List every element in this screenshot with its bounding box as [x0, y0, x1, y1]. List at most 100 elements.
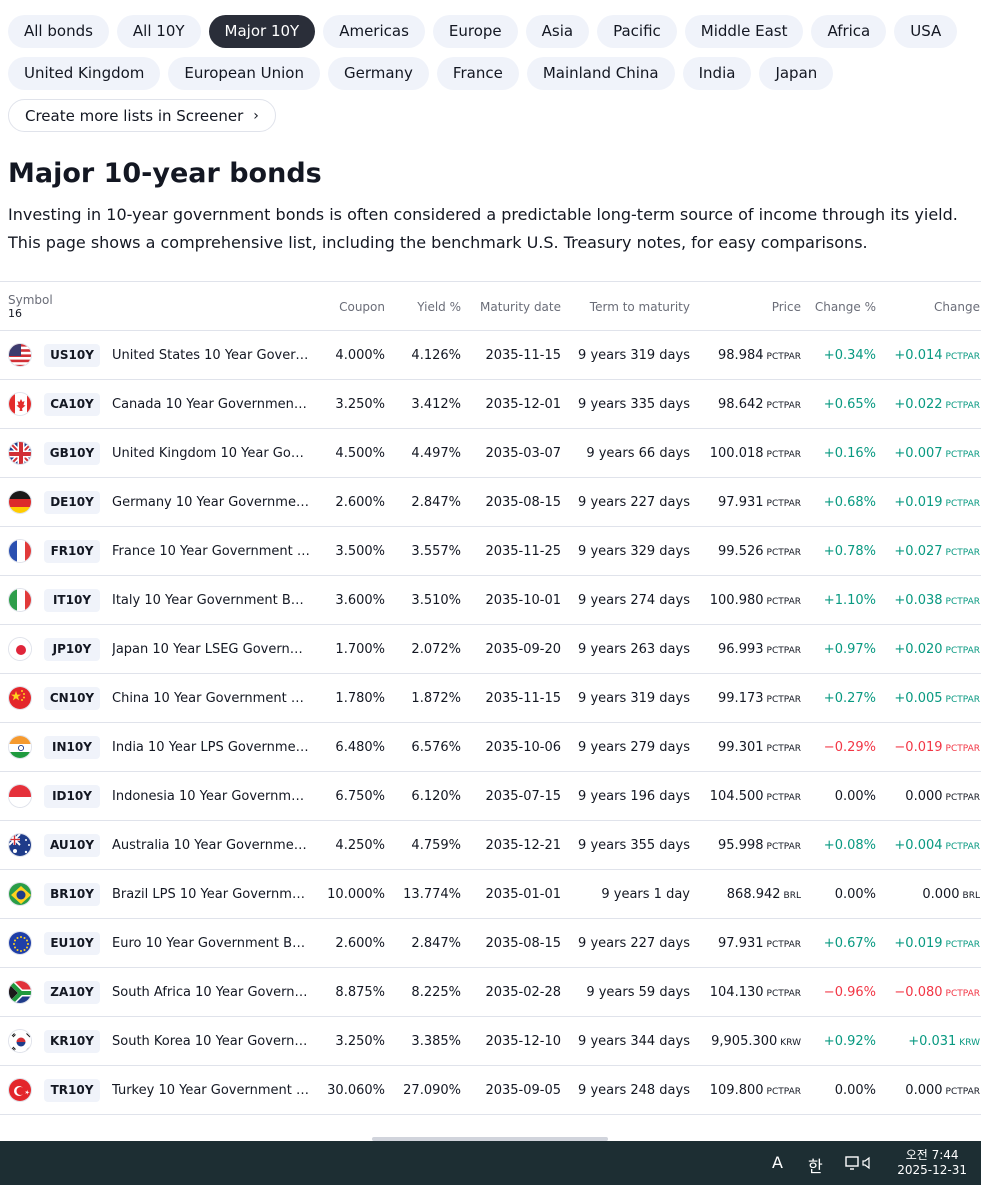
- bond-name[interactable]: Germany 10 Year Government Bonds Yield: [112, 495, 310, 510]
- cn-flag-icon: [8, 686, 32, 710]
- column-header-price[interactable]: Price: [771, 300, 801, 314]
- ticker-badge[interactable]: IT10Y: [44, 589, 100, 612]
- bond-name[interactable]: Australia 10 Year Government Bonds Yield: [112, 838, 310, 853]
- ticker-badge[interactable]: GB10Y: [44, 442, 100, 465]
- table-row[interactable]: ID10Y Indonesia 10 Year Government Bonds …: [0, 772, 981, 821]
- bond-name[interactable]: Brazil LPS 10 Year Government Bonds Yiel…: [112, 887, 310, 902]
- yield-value: 2.847%: [411, 495, 461, 510]
- price-value: 9,905.300: [711, 1034, 778, 1049]
- table-row[interactable]: EU10Y Euro 10 Year Government Bonds Yield…: [0, 919, 981, 968]
- au-flag-icon: [8, 833, 32, 857]
- filter-chip-all-10y[interactable]: All 10Y: [116, 15, 201, 48]
- filter-chip-middle-east[interactable]: Middle East: [684, 15, 804, 48]
- column-header-coupon[interactable]: Coupon: [339, 300, 385, 314]
- change-value: +0.031: [908, 1034, 957, 1049]
- za-flag-icon: [8, 980, 32, 1004]
- change-value: −0.080: [894, 985, 943, 1000]
- table-row[interactable]: IT10Y Italy 10 Year Government Bonds Yiel…: [0, 576, 981, 625]
- filter-chip-europe[interactable]: Europe: [432, 15, 518, 48]
- filter-chip-india[interactable]: India: [682, 57, 752, 90]
- ime-latin-indicator[interactable]: A: [772, 1153, 783, 1172]
- column-header-change-pct[interactable]: Change %: [814, 300, 876, 314]
- ticker-badge[interactable]: CN10Y: [44, 687, 100, 710]
- column-header-term[interactable]: Term to maturity: [589, 300, 690, 314]
- ticker-badge[interactable]: EU10Y: [44, 932, 100, 955]
- change-cell: 0.000 BRL: [922, 870, 980, 919]
- bond-name[interactable]: France 10 Year Government Bonds Yield: [112, 544, 310, 559]
- table-row[interactable]: DE10Y Germany 10 Year Government Bonds Yi…: [0, 478, 981, 527]
- price-cell: 99.173 PCTPAR: [718, 674, 801, 723]
- ticker-badge[interactable]: FR10Y: [44, 540, 100, 563]
- filter-chip-major-10y[interactable]: Major 10Y: [208, 15, 316, 48]
- price-unit: BRL: [783, 891, 801, 901]
- ticker-badge[interactable]: BR10Y: [44, 883, 100, 906]
- filter-chip-germany[interactable]: Germany: [327, 57, 429, 90]
- change-pct-value: +0.16%: [823, 446, 876, 461]
- column-header-maturity[interactable]: Maturity date: [480, 300, 561, 314]
- bond-name[interactable]: Euro 10 Year Government Bonds Yield: [112, 936, 310, 951]
- filter-chip-united-kingdom[interactable]: United Kingdom: [8, 57, 161, 90]
- row-count: 16: [8, 307, 22, 320]
- table-row[interactable]: JP10Y Japan 10 Year LSEG Government Bonds…: [0, 625, 981, 674]
- price-cell: 9,905.300 KRW: [711, 1017, 801, 1066]
- change-unit: PCTPAR: [945, 401, 980, 411]
- bond-name[interactable]: Japan 10 Year LSEG Government Bonds Yiel…: [112, 642, 310, 657]
- table-row[interactable]: CA10Y Canada 10 Year Government Bonds Yie…: [0, 380, 981, 429]
- bond-name[interactable]: Turkey 10 Year Government Bonds Yield: [112, 1083, 310, 1098]
- table-row[interactable]: AU10Y Australia 10 Year Government Bonds …: [0, 821, 981, 870]
- symbol-header-label: Symbol: [8, 293, 53, 307]
- filter-chip-france[interactable]: France: [436, 57, 519, 90]
- ime-korean-indicator[interactable]: 한: [808, 1157, 823, 1176]
- horizontal-scrollbar[interactable]: [372, 1137, 608, 1141]
- filter-chip-asia[interactable]: Asia: [525, 15, 590, 48]
- ticker-badge[interactable]: ID10Y: [44, 785, 100, 808]
- ticker-badge[interactable]: DE10Y: [44, 491, 100, 514]
- ticker-badge[interactable]: KR10Y: [44, 1030, 100, 1053]
- table-row[interactable]: BR10Y Brazil LPS 10 Year Government Bonds…: [0, 870, 981, 919]
- ticker-badge[interactable]: IN10Y: [44, 736, 100, 759]
- filter-chip-americas[interactable]: Americas: [323, 15, 425, 48]
- column-header-change[interactable]: Change: [934, 300, 980, 314]
- ticker-badge[interactable]: JP10Y: [44, 638, 100, 661]
- change-value: +0.027: [894, 544, 943, 559]
- table-row[interactable]: TR10Y Turkey 10 Year Government Bonds Yie…: [0, 1066, 981, 1115]
- bond-name[interactable]: India 10 Year LPS Government Bonds Yield: [112, 740, 310, 755]
- network-icon[interactable]: [845, 1155, 873, 1175]
- bond-name[interactable]: South Africa 10 Year Government Bonds Yi…: [112, 985, 310, 1000]
- filter-chip-usa[interactable]: USA: [894, 15, 958, 48]
- change-pct-value: +0.27%: [823, 691, 876, 706]
- bond-name[interactable]: Italy 10 Year Government Bonds Yield: [112, 593, 310, 608]
- price-cell: 104.500 PCTPAR: [710, 772, 801, 821]
- table-row[interactable]: ZA10Y South Africa 10 Year Government Bon…: [0, 968, 981, 1017]
- ticker-badge[interactable]: AU10Y: [44, 834, 100, 857]
- ticker-badge[interactable]: TR10Y: [44, 1079, 100, 1102]
- yield-value: 13.774%: [403, 887, 461, 902]
- maturity-value: 2035-12-01: [485, 397, 561, 412]
- bond-name[interactable]: Canada 10 Year Government Bonds Yield: [112, 397, 310, 412]
- bond-name[interactable]: South Korea 10 Year Government Bonds Yie…: [112, 1034, 310, 1049]
- ticker-badge[interactable]: US10Y: [44, 344, 100, 367]
- filter-chip-european-union[interactable]: European Union: [168, 57, 320, 90]
- table-row[interactable]: FR10Y France 10 Year Government Bonds Yie…: [0, 527, 981, 576]
- bond-name[interactable]: Indonesia 10 Year Government Bonds Yield: [112, 789, 310, 804]
- create-lists-screener-link[interactable]: Create more lists in Screener ›: [8, 99, 276, 132]
- filter-chip-all-bonds[interactable]: All bonds: [8, 15, 109, 48]
- bond-name[interactable]: United States 10 Year Government Bonds Y…: [112, 348, 310, 363]
- system-clock[interactable]: 오전 7:44 2025-12-31: [897, 1148, 967, 1178]
- ticker-badge[interactable]: CA10Y: [44, 393, 100, 416]
- filter-chip-pacific[interactable]: Pacific: [597, 15, 677, 48]
- ticker-badge[interactable]: ZA10Y: [44, 981, 100, 1004]
- table-row[interactable]: GB10Y United Kingdom 10 Year Government B…: [0, 429, 981, 478]
- filter-chip-mainland-china[interactable]: Mainland China: [526, 57, 675, 90]
- column-header-yield[interactable]: Yield %: [417, 300, 461, 314]
- bond-name[interactable]: United Kingdom 10 Year Government Bonds …: [112, 446, 310, 461]
- change-value: +0.014: [894, 348, 943, 363]
- column-header-symbol[interactable]: Symbol 16: [8, 293, 53, 321]
- table-row[interactable]: CN10Y China 10 Year Government Bonds Yiel…: [0, 674, 981, 723]
- filter-chip-africa[interactable]: Africa: [811, 15, 887, 48]
- table-row[interactable]: US10Y United States 10 Year Government Bo…: [0, 331, 981, 380]
- table-row[interactable]: KR10Y South Korea 10 Year Government Bond…: [0, 1017, 981, 1066]
- table-row[interactable]: IN10Y India 10 Year LPS Government Bonds …: [0, 723, 981, 772]
- bond-name[interactable]: China 10 Year Government Bonds Yield: [112, 691, 310, 706]
- filter-chip-japan[interactable]: Japan: [759, 57, 834, 90]
